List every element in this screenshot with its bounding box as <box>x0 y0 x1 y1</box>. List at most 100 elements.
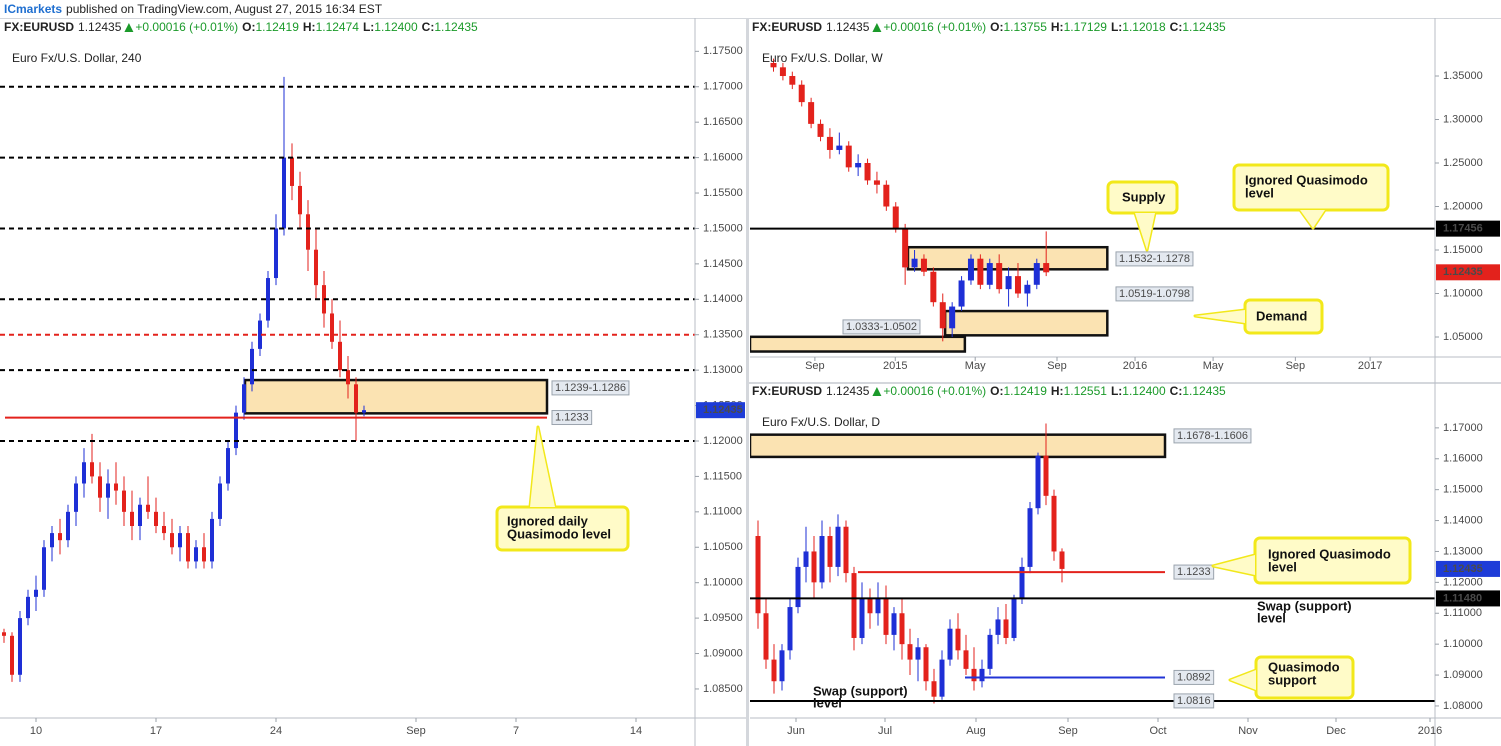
zone-label: 1.1678-1.1606 <box>1177 430 1248 442</box>
callout-text: Ignored Quasimodo <box>1268 546 1391 561</box>
candle-body <box>883 184 890 207</box>
zone-label-box <box>842 319 921 335</box>
y-tick-label: 1.11000 <box>1443 607 1482 619</box>
y-tick-label: 1.11000 <box>703 506 742 518</box>
level-label-box <box>1173 564 1215 580</box>
candle-body <box>266 278 270 321</box>
y-tick-label: 1.20000 <box>1443 200 1483 212</box>
zone-label: 1.1532-1.1278 <box>1119 253 1190 265</box>
candle-body <box>836 145 843 150</box>
candle-body <box>338 341 342 371</box>
y-tick-label: 1.08500 <box>703 683 743 695</box>
candle-body <box>1027 508 1033 567</box>
y-tick-label: 1.12000 <box>1443 576 1483 588</box>
y-tick-label: 1.14500 <box>703 258 743 270</box>
last-price: 1.12435 <box>826 384 870 398</box>
last-price: 1.12435 <box>826 20 870 34</box>
zone-label-box <box>551 380 630 396</box>
ohlc-key: O: <box>990 20 1003 34</box>
symbol: FX:EURUSD <box>4 20 74 34</box>
last-price-marker <box>1436 560 1500 577</box>
candle-body <box>770 62 777 68</box>
symbol: FX:EURUSD <box>752 20 822 34</box>
candle-body <box>763 613 769 660</box>
candle-body <box>10 635 14 675</box>
candle-body <box>258 320 262 349</box>
candle-body <box>146 504 150 512</box>
ohlc-key: H: <box>1051 384 1064 398</box>
level-label: 1.1233 <box>1177 566 1211 578</box>
change: +0.00016 (+0.01%) <box>883 20 986 34</box>
candle-body <box>986 263 993 285</box>
callout-joint <box>530 427 555 507</box>
candle-body <box>218 483 222 519</box>
candle-body <box>202 547 206 562</box>
ohlc-value: 1.12551 <box>1064 384 1108 398</box>
candle-body <box>354 384 358 413</box>
candle-body <box>779 67 786 77</box>
callout-text: level <box>1268 559 1297 574</box>
candle-body <box>362 410 366 413</box>
y-tick-label: 1.05000 <box>1443 331 1483 343</box>
callout-joint <box>1195 310 1245 323</box>
candle-body <box>855 163 862 168</box>
y-tick-label: 1.10000 <box>1443 638 1483 650</box>
callout-joint <box>1230 670 1256 690</box>
candle-body <box>845 145 852 168</box>
ohlc-key: O: <box>242 20 255 34</box>
candle-body <box>50 533 54 548</box>
symbol-info: FX:EURUSD 1.12435 +0.00016 (+0.01%) O:1.137… <box>752 20 1226 34</box>
y-tick-label: 1.11500 <box>703 470 742 482</box>
candle-body <box>186 533 190 562</box>
candle-body <box>771 659 777 682</box>
ohlc-key: O: <box>990 384 1003 398</box>
y-tick-label: 1.10000 <box>703 577 743 589</box>
header-bar <box>0 0 1501 18</box>
candle-body <box>987 634 993 669</box>
x-tick-label: 14 <box>630 725 642 737</box>
axis-marker <box>1436 220 1500 237</box>
x-tick-label: Sep <box>1286 360 1306 372</box>
level-label-box <box>1173 693 1215 709</box>
symbol-info: FX:EURUSD 1.12435 +0.00016 (+0.01%) O:1.124… <box>752 384 1226 398</box>
candle-body <box>995 619 1001 635</box>
chart-title: Euro Fx/U.S. Dollar, D <box>762 415 880 429</box>
y-tick-label: 1.25000 <box>1443 157 1483 169</box>
x-tick-label: Sep <box>1047 360 1067 372</box>
x-tick-label: 2016 <box>1418 725 1442 737</box>
candle-body <box>130 511 134 527</box>
y-tick-label: 1.15500 <box>703 187 743 199</box>
candle-body <box>920 258 927 272</box>
candle-body <box>154 511 158 527</box>
candle-body <box>210 518 214 562</box>
callout-text: level <box>1245 185 1274 200</box>
candle-body <box>138 504 142 527</box>
candle-body <box>939 302 946 329</box>
ohlc-key: L: <box>363 20 374 34</box>
candle-body <box>34 589 38 597</box>
zone-label-box <box>1115 251 1194 267</box>
candle-body <box>162 526 166 534</box>
ohlc-value: 1.12018 <box>1122 20 1166 34</box>
published: published on TradingView.com, August 27,… <box>66 2 383 16</box>
callout-text: Ignored daily <box>507 513 589 528</box>
candle-body <box>170 533 174 548</box>
header: ICmarkets published on TradingView.com, A… <box>4 2 383 16</box>
candle-body <box>106 483 110 498</box>
note-text: level <box>813 695 842 710</box>
brand[interactable]: ICmarkets <box>4 2 62 16</box>
y-tick-label: 1.12000 <box>703 435 743 447</box>
ohlc-key: C: <box>422 20 435 34</box>
up-arrow-icon <box>124 23 134 32</box>
candle-body <box>58 533 62 541</box>
callout-text: Quasimodo level <box>507 526 611 541</box>
y-tick-label: 1.10000 <box>1443 287 1483 299</box>
ohlc-key: H: <box>303 20 316 34</box>
candle-body <box>282 157 286 229</box>
candle-body <box>330 313 334 342</box>
x-tick-label: Jul <box>878 725 892 737</box>
candle-body <box>827 536 833 567</box>
candle-body <box>811 551 817 583</box>
candle-body <box>755 536 761 614</box>
